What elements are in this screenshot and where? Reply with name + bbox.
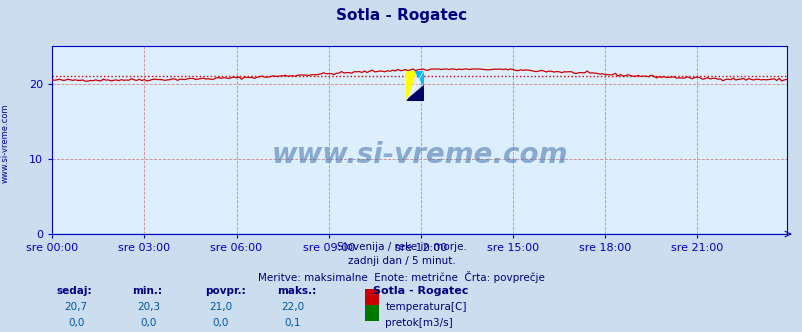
Text: sedaj:: sedaj: <box>56 286 91 296</box>
Polygon shape <box>415 71 423 86</box>
Text: maks.:: maks.: <box>277 286 316 296</box>
Text: temperatura[C]: temperatura[C] <box>385 302 466 312</box>
Text: 0,0: 0,0 <box>213 318 229 328</box>
Text: 0,1: 0,1 <box>285 318 301 328</box>
Text: pretok[m3/s]: pretok[m3/s] <box>385 318 452 328</box>
Text: povpr.:: povpr.: <box>205 286 245 296</box>
Text: Meritve: maksimalne  Enote: metrične  Črta: povprečje: Meritve: maksimalne Enote: metrične Črta… <box>257 271 545 283</box>
Text: Slovenija / reke in morje.: Slovenija / reke in morje. <box>336 242 466 252</box>
Text: 0,0: 0,0 <box>68 318 84 328</box>
Text: 20,7: 20,7 <box>65 302 87 312</box>
Text: 0,0: 0,0 <box>140 318 156 328</box>
Text: www.si-vreme.com: www.si-vreme.com <box>0 103 10 183</box>
Text: 22,0: 22,0 <box>282 302 304 312</box>
Text: Sotla - Rogatec: Sotla - Rogatec <box>335 8 467 23</box>
Text: 21,0: 21,0 <box>209 302 232 312</box>
Text: min.:: min.: <box>132 286 162 296</box>
Text: www.si-vreme.com: www.si-vreme.com <box>271 141 567 169</box>
Text: zadnji dan / 5 minut.: zadnji dan / 5 minut. <box>347 256 455 266</box>
Polygon shape <box>406 86 423 101</box>
Text: 20,3: 20,3 <box>137 302 160 312</box>
Polygon shape <box>406 71 415 101</box>
Text: Sotla - Rogatec: Sotla - Rogatec <box>373 286 468 296</box>
